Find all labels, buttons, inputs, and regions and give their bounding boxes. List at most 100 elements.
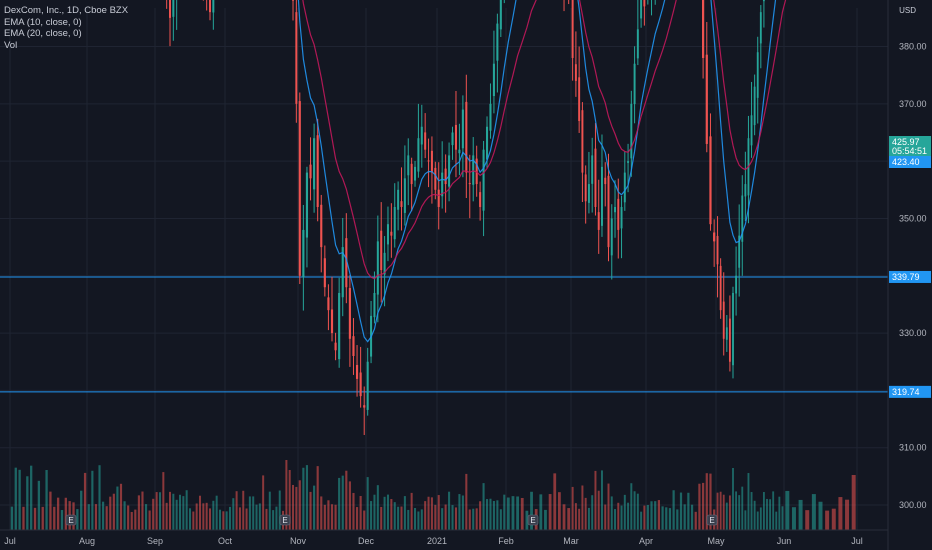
volume-bar: [604, 504, 607, 530]
x-tick-label: Sep: [147, 536, 163, 546]
volume-bar: [309, 491, 312, 530]
volume-bar: [597, 490, 600, 530]
candle-body: [386, 224, 389, 245]
candle-body: [305, 172, 309, 238]
volume-bar: [683, 504, 686, 530]
candle-body: [640, 0, 643, 19]
candle-body: [397, 189, 400, 210]
volume-bar: [627, 502, 630, 530]
volume-bar: [37, 480, 41, 530]
candle-body: [441, 172, 444, 197]
volume-bar: [511, 496, 515, 530]
candle-body: [313, 138, 316, 190]
candle-body: [725, 327, 728, 340]
volume-bar: [278, 490, 281, 530]
candle-body: [420, 126, 423, 145]
volume-bar: [98, 465, 101, 530]
volume-bar: [690, 504, 694, 530]
volume-label[interactable]: Vol: [4, 39, 18, 51]
volume-bar: [355, 507, 359, 530]
volume-bar: [45, 469, 48, 530]
volume-bar: [141, 491, 144, 530]
volume-bar: [370, 501, 373, 530]
volume-bar: [728, 495, 731, 530]
volume-bar: [838, 497, 843, 530]
volume-bar: [330, 504, 334, 530]
volume-bar: [617, 502, 620, 530]
volume-bar: [295, 486, 298, 530]
volume-bar: [195, 503, 198, 530]
volume-bar: [215, 495, 218, 530]
volume-bar: [94, 504, 98, 530]
volume-bar: [352, 492, 355, 530]
horizontal-lines[interactable]: [0, 0, 888, 393]
candle-body: [209, 0, 211, 13]
volume-bar: [705, 473, 708, 530]
candle-body: [633, 63, 636, 105]
candle-body: [571, 0, 574, 58]
candle-body: [424, 132, 427, 150]
x-tick-label: Jun: [777, 536, 792, 546]
volume-bar: [400, 506, 403, 530]
volume-bar: [338, 477, 341, 530]
volume-bar: [594, 470, 597, 530]
candle-body: [302, 229, 305, 278]
y-tick-label: 330.00: [899, 328, 927, 338]
time-axis[interactable]: Jul Aug Sep Oct Nov Dec 2021 Feb Mar Apr May Jun Jul: [0, 529, 888, 546]
volume-bar: [434, 504, 437, 530]
ema-20-label[interactable]: EMA (20, close, 0): [4, 28, 82, 39]
volume-bar: [454, 507, 458, 530]
volume-bar: [781, 506, 784, 530]
volume-bar: [672, 490, 675, 530]
volume-bar: [584, 497, 587, 530]
candle-body: [352, 336, 355, 356]
volume-bar: [102, 501, 105, 530]
volume-bar: [475, 508, 478, 530]
candle-body: [472, 155, 475, 185]
volume-bar: [105, 506, 108, 530]
price-tag-box: [889, 156, 931, 168]
candle-body: [444, 168, 447, 185]
candle-body: [390, 231, 393, 236]
volume-bar: [363, 510, 366, 530]
candle-body: [617, 198, 620, 230]
volume-bar: [479, 501, 482, 530]
volume-bar: [53, 506, 56, 530]
volume-bar: [87, 504, 90, 530]
candle-body: [461, 109, 464, 149]
candle-body: [212, 0, 215, 13]
candle-body: [485, 126, 489, 160]
volume-bar: [41, 506, 44, 530]
earnings-marker: E: [706, 514, 718, 526]
candle-body: [636, 29, 639, 59]
volume-bar: [298, 480, 301, 530]
ema-lines: [297, 0, 787, 343]
volume-bar: [716, 492, 719, 530]
candle-body: [451, 132, 454, 146]
ema-10-label[interactable]: EMA (10, close, 0): [4, 16, 82, 28]
volume-bar: [544, 509, 547, 530]
candle-body: [709, 136, 712, 225]
candle-body: [702, 0, 705, 58]
volume-bar: [390, 499, 393, 530]
volume-bar: [775, 511, 778, 530]
candle-body: [762, 0, 765, 2]
volume-bar: [235, 491, 238, 530]
volume-bar: [225, 511, 228, 530]
candle-body: [489, 103, 492, 131]
symbol-title[interactable]: DexCom, Inc., 1D, Cboe BZX: [4, 5, 129, 16]
volume-bar: [172, 493, 175, 530]
volume-bar: [64, 497, 67, 530]
currency-label[interactable]: USD: [899, 6, 916, 15]
volume-bar: [127, 505, 130, 530]
price-tag-text: 423.40: [892, 157, 920, 167]
volume-bar: [376, 485, 379, 530]
volume-bar: [424, 501, 427, 530]
volume-bar: [769, 499, 772, 530]
volume-bar: [520, 497, 524, 530]
volume-bar: [341, 475, 344, 530]
volume-bar: [76, 509, 79, 530]
candle-body: [359, 372, 362, 397]
price-tag-text: 425.97: [892, 137, 920, 147]
